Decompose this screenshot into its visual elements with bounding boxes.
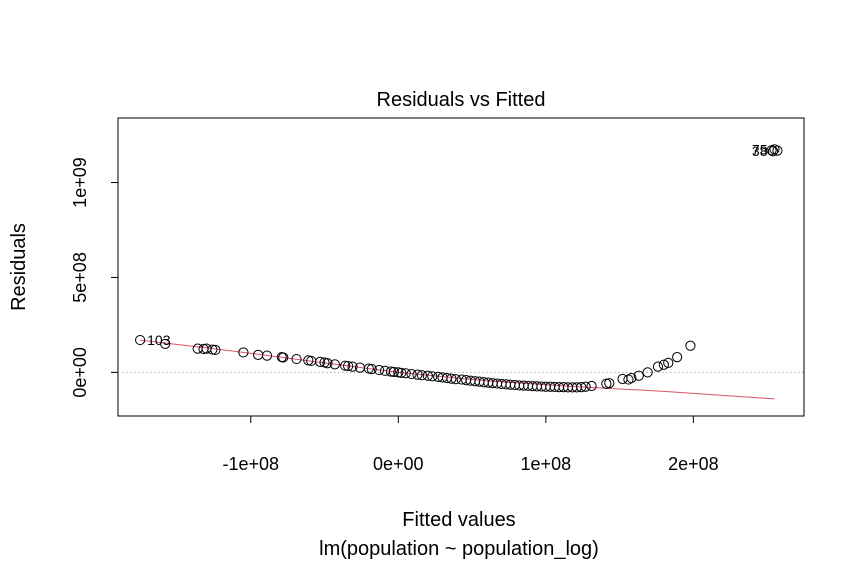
- y-axis: 0e+00 5e+08 1e+09: [70, 157, 119, 398]
- y-tick-label: 1e+09: [70, 157, 90, 208]
- residual-point: [396, 367, 407, 379]
- residual-point: [322, 358, 333, 369]
- residual-point: [207, 344, 218, 355]
- residual-point: [446, 373, 457, 384]
- residual-point: [642, 367, 653, 378]
- residual-point: [412, 369, 423, 380]
- residual-point: [422, 370, 433, 381]
- plot-frame: [117, 117, 805, 417]
- chart-title: Residuals vs Fitted: [377, 89, 546, 111]
- residual-point: [772, 145, 783, 156]
- residual-point: [315, 356, 326, 368]
- residual-point: [160, 338, 171, 349]
- model-formula-subtitle: lm(population ~ population_log): [319, 538, 599, 560]
- residual-point: [374, 364, 385, 376]
- residual-point: [576, 382, 587, 393]
- residual-point: [416, 370, 428, 381]
- x-tick-label: 0e+00: [373, 454, 424, 474]
- lowess-smooth-line: [140, 339, 775, 400]
- residual-point: [238, 347, 249, 358]
- residual-point: [767, 146, 779, 157]
- residual-point: [347, 361, 358, 372]
- residual-point: [586, 380, 597, 392]
- y-axis-label: Residuals: [8, 223, 30, 311]
- residual-point: [658, 359, 669, 370]
- x-tick-label: 2e+08: [668, 454, 719, 474]
- residual-point: [652, 361, 664, 372]
- residual-point: [329, 359, 340, 370]
- residual-point: [427, 371, 438, 382]
- residual-point: [626, 372, 637, 384]
- residual-point: [291, 353, 302, 365]
- x-tick-label: 1e+08: [521, 454, 572, 474]
- x-tick-label: -1e+08: [222, 454, 279, 474]
- residual-point: [400, 368, 411, 379]
- residual-point: [278, 352, 289, 363]
- residual-points: [135, 144, 783, 393]
- x-axis: -1e+08 0e+00 1e+08 2e+08: [222, 415, 719, 474]
- residual-point: [623, 374, 634, 385]
- y-tick-label: 0e+00: [70, 347, 90, 398]
- residual-point: [385, 366, 397, 377]
- x-axis-label: Fitted values: [402, 509, 515, 531]
- residual-point: [261, 350, 273, 361]
- residual-point: [135, 334, 146, 346]
- point-label: 75: [752, 141, 768, 157]
- residual-point: [685, 340, 696, 351]
- residual-point: [210, 344, 221, 356]
- point-label: 38: [752, 143, 768, 159]
- residual-point: [672, 352, 683, 363]
- residual-point: [580, 381, 591, 392]
- residual-point: [633, 370, 644, 381]
- residual-point: [663, 357, 674, 368]
- y-tick-label: 5e+08: [70, 252, 90, 303]
- residual-point: [366, 364, 377, 375]
- residual-point: [340, 360, 351, 371]
- residual-point: [604, 378, 615, 389]
- residual-point: [388, 366, 399, 378]
- residual-point: [406, 368, 417, 380]
- residual-point: [343, 360, 354, 372]
- residual-point: [450, 374, 461, 385]
- point-label: 103: [147, 332, 171, 348]
